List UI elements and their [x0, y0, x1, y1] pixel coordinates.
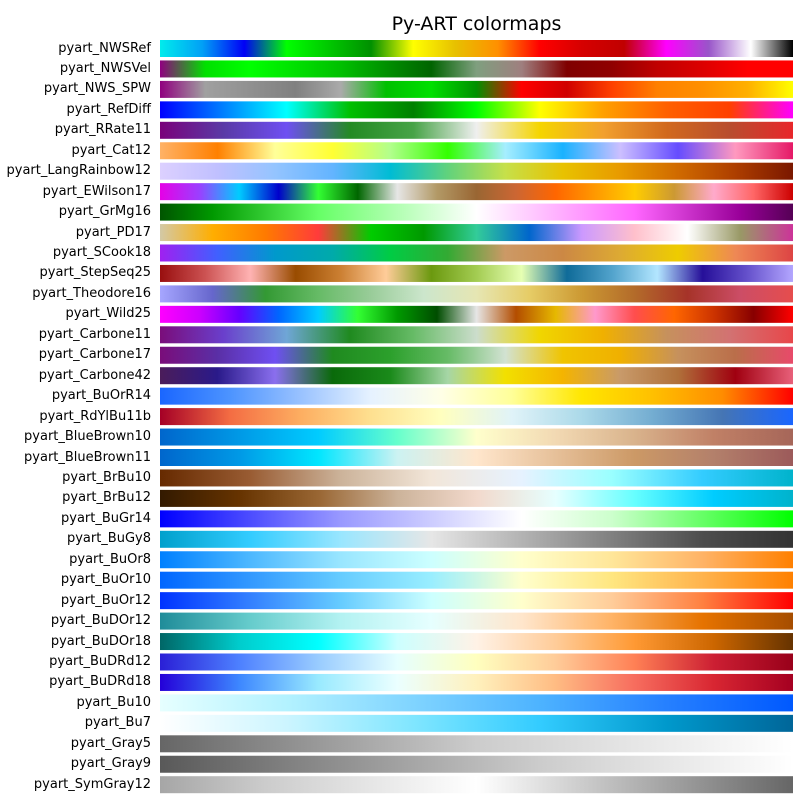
colormap-bar-pyart_Gray5: [160, 735, 793, 753]
colormap-label: pyart_RefDiff: [66, 101, 151, 117]
colormap-label: pyart_Gray9: [70, 756, 151, 772]
colormap-bar-pyart_Carbone17: [160, 346, 793, 364]
colormap-bar-pyart_EWilson17: [160, 183, 793, 201]
colormap-bar-pyart_LangRainbow12: [160, 162, 793, 180]
colormap-bar-pyart_BuGr14: [160, 510, 793, 528]
colormap-label: pyart_BlueBrown10: [24, 429, 151, 445]
colormap-bar-pyart_SymGray12: [160, 776, 793, 794]
colormap-bar-pyart_StepSeq25: [160, 264, 793, 282]
colormap-label: pyart_BuGy8: [66, 531, 151, 547]
colormap-bar-pyart_BlueBrown11: [160, 449, 793, 466]
colormap-label: pyart_Wild25: [65, 306, 151, 322]
colormap-label: pyart_Gray5: [70, 735, 151, 751]
colormap-label: pyart_NWSRef: [58, 40, 151, 56]
colormap-label: pyart_StepSeq25: [39, 265, 152, 281]
colormap-label: pyart_NWSVel: [59, 60, 151, 76]
colormap-bar-pyart_BuDOr12: [160, 612, 793, 630]
colormap-bar-pyart_BuOr12: [160, 592, 793, 610]
colormap-bar-pyart_NWSRef: [160, 40, 793, 57]
colormap-bar-pyart_Carbone11: [160, 326, 793, 344]
colormap-bar-pyart_BlueBrown10: [160, 428, 793, 446]
colormap-bar-pyart_SCook18: [160, 244, 793, 262]
colormap-label: pyart_PD17: [75, 224, 151, 240]
colormap-label: pyart_Carbone42: [38, 367, 151, 383]
colormap-bar-pyart_Cat12: [160, 142, 793, 160]
colormap-label: pyart_RRate11: [54, 122, 151, 138]
colormap-label: pyart_BuDRd12: [49, 654, 151, 669]
colormap-bar-pyart_Gray9: [160, 755, 793, 773]
colormap-label: pyart_BuGr14: [61, 510, 151, 526]
colormap-label: pyart_RdYlBu11b: [39, 408, 151, 424]
colormap-bar-pyart_BuDRd18: [160, 673, 793, 691]
colormap-bar-pyart_Wild25: [160, 305, 793, 323]
colormap-bar-pyart_BuOr8: [160, 551, 793, 569]
colormap-label: pyart_Bu7: [84, 715, 151, 731]
colormap-label: pyart_Theodore16: [32, 285, 151, 301]
colormap-bar-pyart_GrMg16: [160, 203, 793, 221]
colormap-label: pyart_Bu10: [76, 694, 151, 710]
colormap-bar-pyart_BuDOr18: [160, 633, 793, 651]
colormap-label: pyart_BuOrR14: [51, 388, 151, 404]
colormap-label: pyart_EWilson17: [42, 183, 151, 199]
colormap-label: pyart_BlueBrown11: [24, 449, 151, 465]
colormap-bar-pyart_Carbone42: [160, 367, 793, 385]
colormap-label: pyart_SymGray12: [33, 776, 151, 792]
colormap-label: pyart_BuOr12: [60, 592, 151, 608]
colormap-label: pyart_BuOr10: [60, 572, 151, 588]
colormap-bar-pyart_NWS_SPW: [160, 80, 793, 98]
colormap-bar-pyart_BrBu10: [160, 469, 793, 487]
chart-title: Py-ART colormaps: [391, 13, 562, 35]
colormap-bar-pyart_RefDiff: [160, 101, 793, 119]
colormap-label: pyart_Carbone11: [38, 326, 151, 342]
colormap-bar-pyart_BrBu12: [160, 489, 793, 507]
colormap-bar-pyart_RRate11: [160, 121, 793, 139]
colormap-label: pyart_BuDOr18: [50, 633, 151, 649]
colormap-bar-pyart_BuGy8: [160, 530, 793, 548]
colormap-label: pyart_BuOr8: [69, 551, 151, 567]
colormap-label: pyart_Cat12: [71, 142, 151, 158]
colormap-bar-pyart_Bu10: [160, 694, 793, 712]
colormap-label: pyart_GrMg16: [58, 204, 151, 220]
colormap-bar-pyart_Theodore16: [160, 285, 793, 303]
colormap-bar-pyart_BuOrR14: [160, 387, 793, 405]
colormap-label: pyart_BrBu12: [62, 490, 151, 506]
colormap-label: pyart_Carbone17: [38, 347, 151, 363]
colormap-bar-pyart_PD17: [160, 224, 793, 242]
colormap-label: pyart_BuDRd18: [49, 674, 151, 690]
colormap-label: pyart_NWS_SPW: [43, 81, 151, 97]
colormap-label: pyart_LangRainbow12: [6, 163, 152, 179]
colormap-bar-pyart_BuOr10: [160, 571, 793, 589]
colormap-bar-pyart_NWSVel: [160, 60, 793, 78]
colormap-label: pyart_BrBu10: [62, 469, 151, 485]
colormap-label: pyart_BuDOr12: [50, 613, 151, 629]
colormap-bar-pyart_BuDRd12: [160, 653, 793, 671]
colormap-bar-pyart_RdYlBu11b: [160, 408, 793, 426]
colormap-label: pyart_SCook18: [52, 245, 151, 260]
colormap-bar-pyart_Bu7: [160, 714, 793, 732]
